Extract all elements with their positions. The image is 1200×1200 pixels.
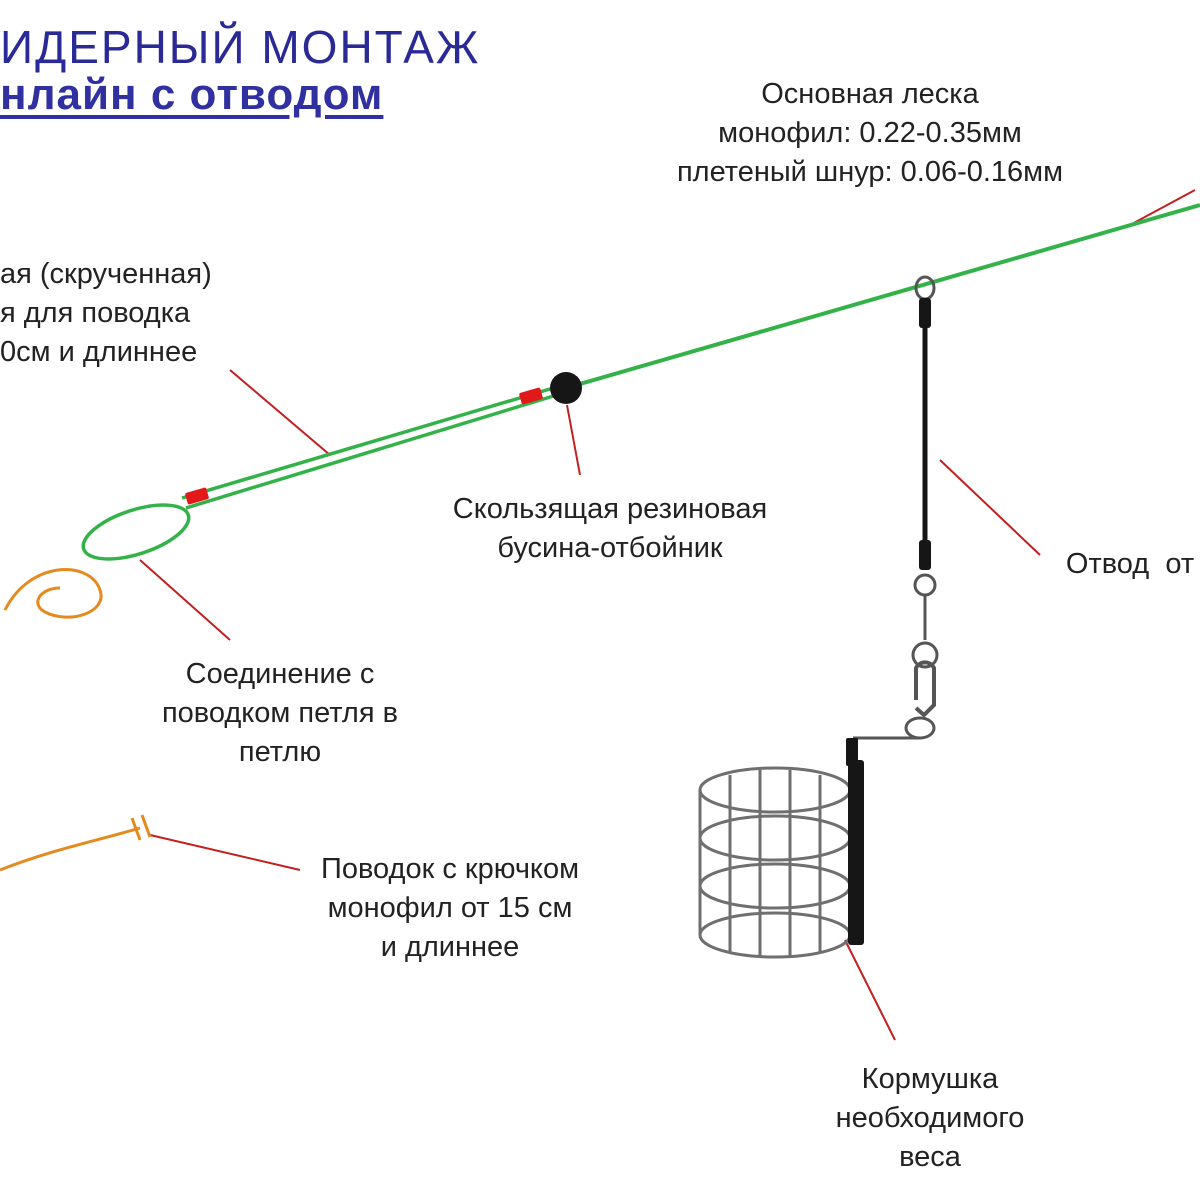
feeder-weight-top-icon — [846, 738, 858, 766]
label-loop-connection: Соединение с поводком петля в петлю — [162, 655, 398, 772]
feeder-cage-icon — [700, 768, 850, 957]
hook-leader-tail — [0, 815, 150, 870]
end-loop-icon — [77, 494, 195, 570]
pointer-twisted — [230, 370, 330, 455]
drop-line — [919, 298, 931, 570]
pointer-lines — [140, 190, 1195, 1040]
main-fishing-line — [566, 205, 1200, 388]
crimps — [185, 387, 543, 505]
label-twisted-leader: ая (скрученная) я для поводка 0см и длин… — [0, 255, 212, 372]
pointer-hook-leader — [150, 835, 300, 870]
label-branch: Отвод от — [1066, 545, 1194, 584]
label-feeder: Кормушка необходимого веса — [836, 1060, 1025, 1177]
label-main-line: Основная леска монофил: 0.22-0.35мм плет… — [677, 75, 1063, 192]
label-bead: Скользящая резиновая бусина-отбойник — [453, 490, 767, 568]
pointer-branch — [940, 460, 1040, 555]
pointer-bead — [567, 405, 580, 475]
pointer-loop-join — [140, 560, 230, 640]
feeder-weight-icon — [848, 760, 864, 945]
pointer-feeder — [845, 940, 895, 1040]
hook-leader-loop — [5, 570, 101, 618]
label-hook-leader: Поводок с крючком монофил от 15 см и дли… — [321, 850, 579, 967]
snap-swivel-icon — [853, 575, 937, 738]
crimp-icon — [519, 387, 543, 405]
bead-icon — [550, 372, 582, 404]
